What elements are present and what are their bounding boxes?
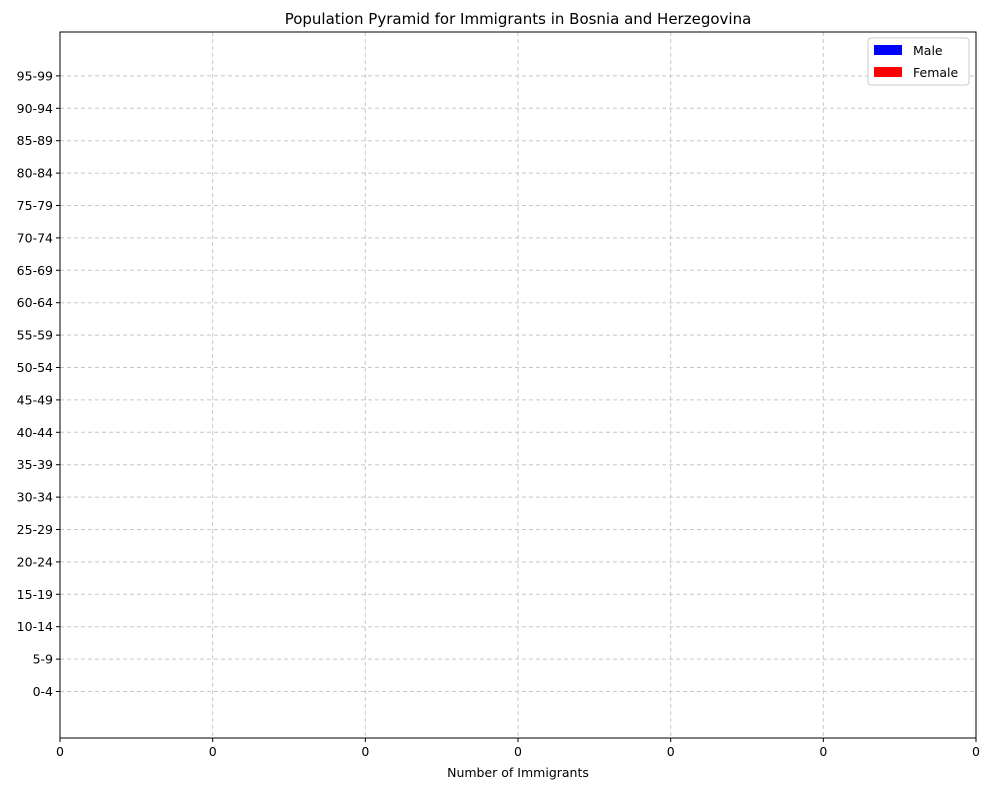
legend: Male Female [867,37,970,86]
y-tick-label: 90-94 [17,101,53,116]
y-tick-label: 70-74 [17,230,53,245]
y-tick-label: 75-79 [17,198,53,213]
y-tick-label: 30-34 [17,490,53,505]
x-tick-label: 0 [667,744,675,759]
x-tick-label: 0 [56,744,64,759]
legend-swatch-male [874,45,902,55]
y-axis-ticks: 0-4 5-9 10-14 15-19 20-24 25-29 30-34 35-39 40-4… [17,68,60,699]
y-tick-label: 15-19 [17,587,53,602]
y-tick-label: 20-24 [17,554,53,569]
y-tick-label: 50-54 [17,360,53,375]
x-axis-label: Number of Immigrants [447,765,589,780]
x-axis-ticks: 0 0 0 0 0 0 0 [56,738,980,759]
y-tick-label: 95-99 [17,68,53,83]
chart-title: Population Pyramid for Immigrants in Bos… [285,10,752,28]
y-tick-label: 60-64 [17,295,53,310]
y-tick-label: 10-14 [17,619,53,634]
y-tick-label: 80-84 [17,166,53,181]
y-tick-label: 65-69 [17,263,53,278]
legend-label-male: Male [913,43,943,58]
x-tick-label: 0 [361,744,369,759]
y-tick-label: 35-39 [17,457,53,472]
y-tick-label: 25-29 [17,522,53,537]
y-tick-label: 0-4 [33,684,53,699]
y-tick-label: 45-49 [17,392,53,407]
y-tick-label: 5-9 [33,652,53,667]
x-tick-label: 0 [972,744,980,759]
y-tick-label: 55-59 [17,328,53,343]
legend-label-female: Female [913,65,959,80]
legend-swatch-female [874,67,902,77]
y-tick-label: 85-89 [17,133,53,148]
y-tick-label: 40-44 [17,425,53,440]
x-tick-label: 0 [819,744,827,759]
x-tick-label: 0 [209,744,217,759]
x-tick-label: 0 [514,744,522,759]
